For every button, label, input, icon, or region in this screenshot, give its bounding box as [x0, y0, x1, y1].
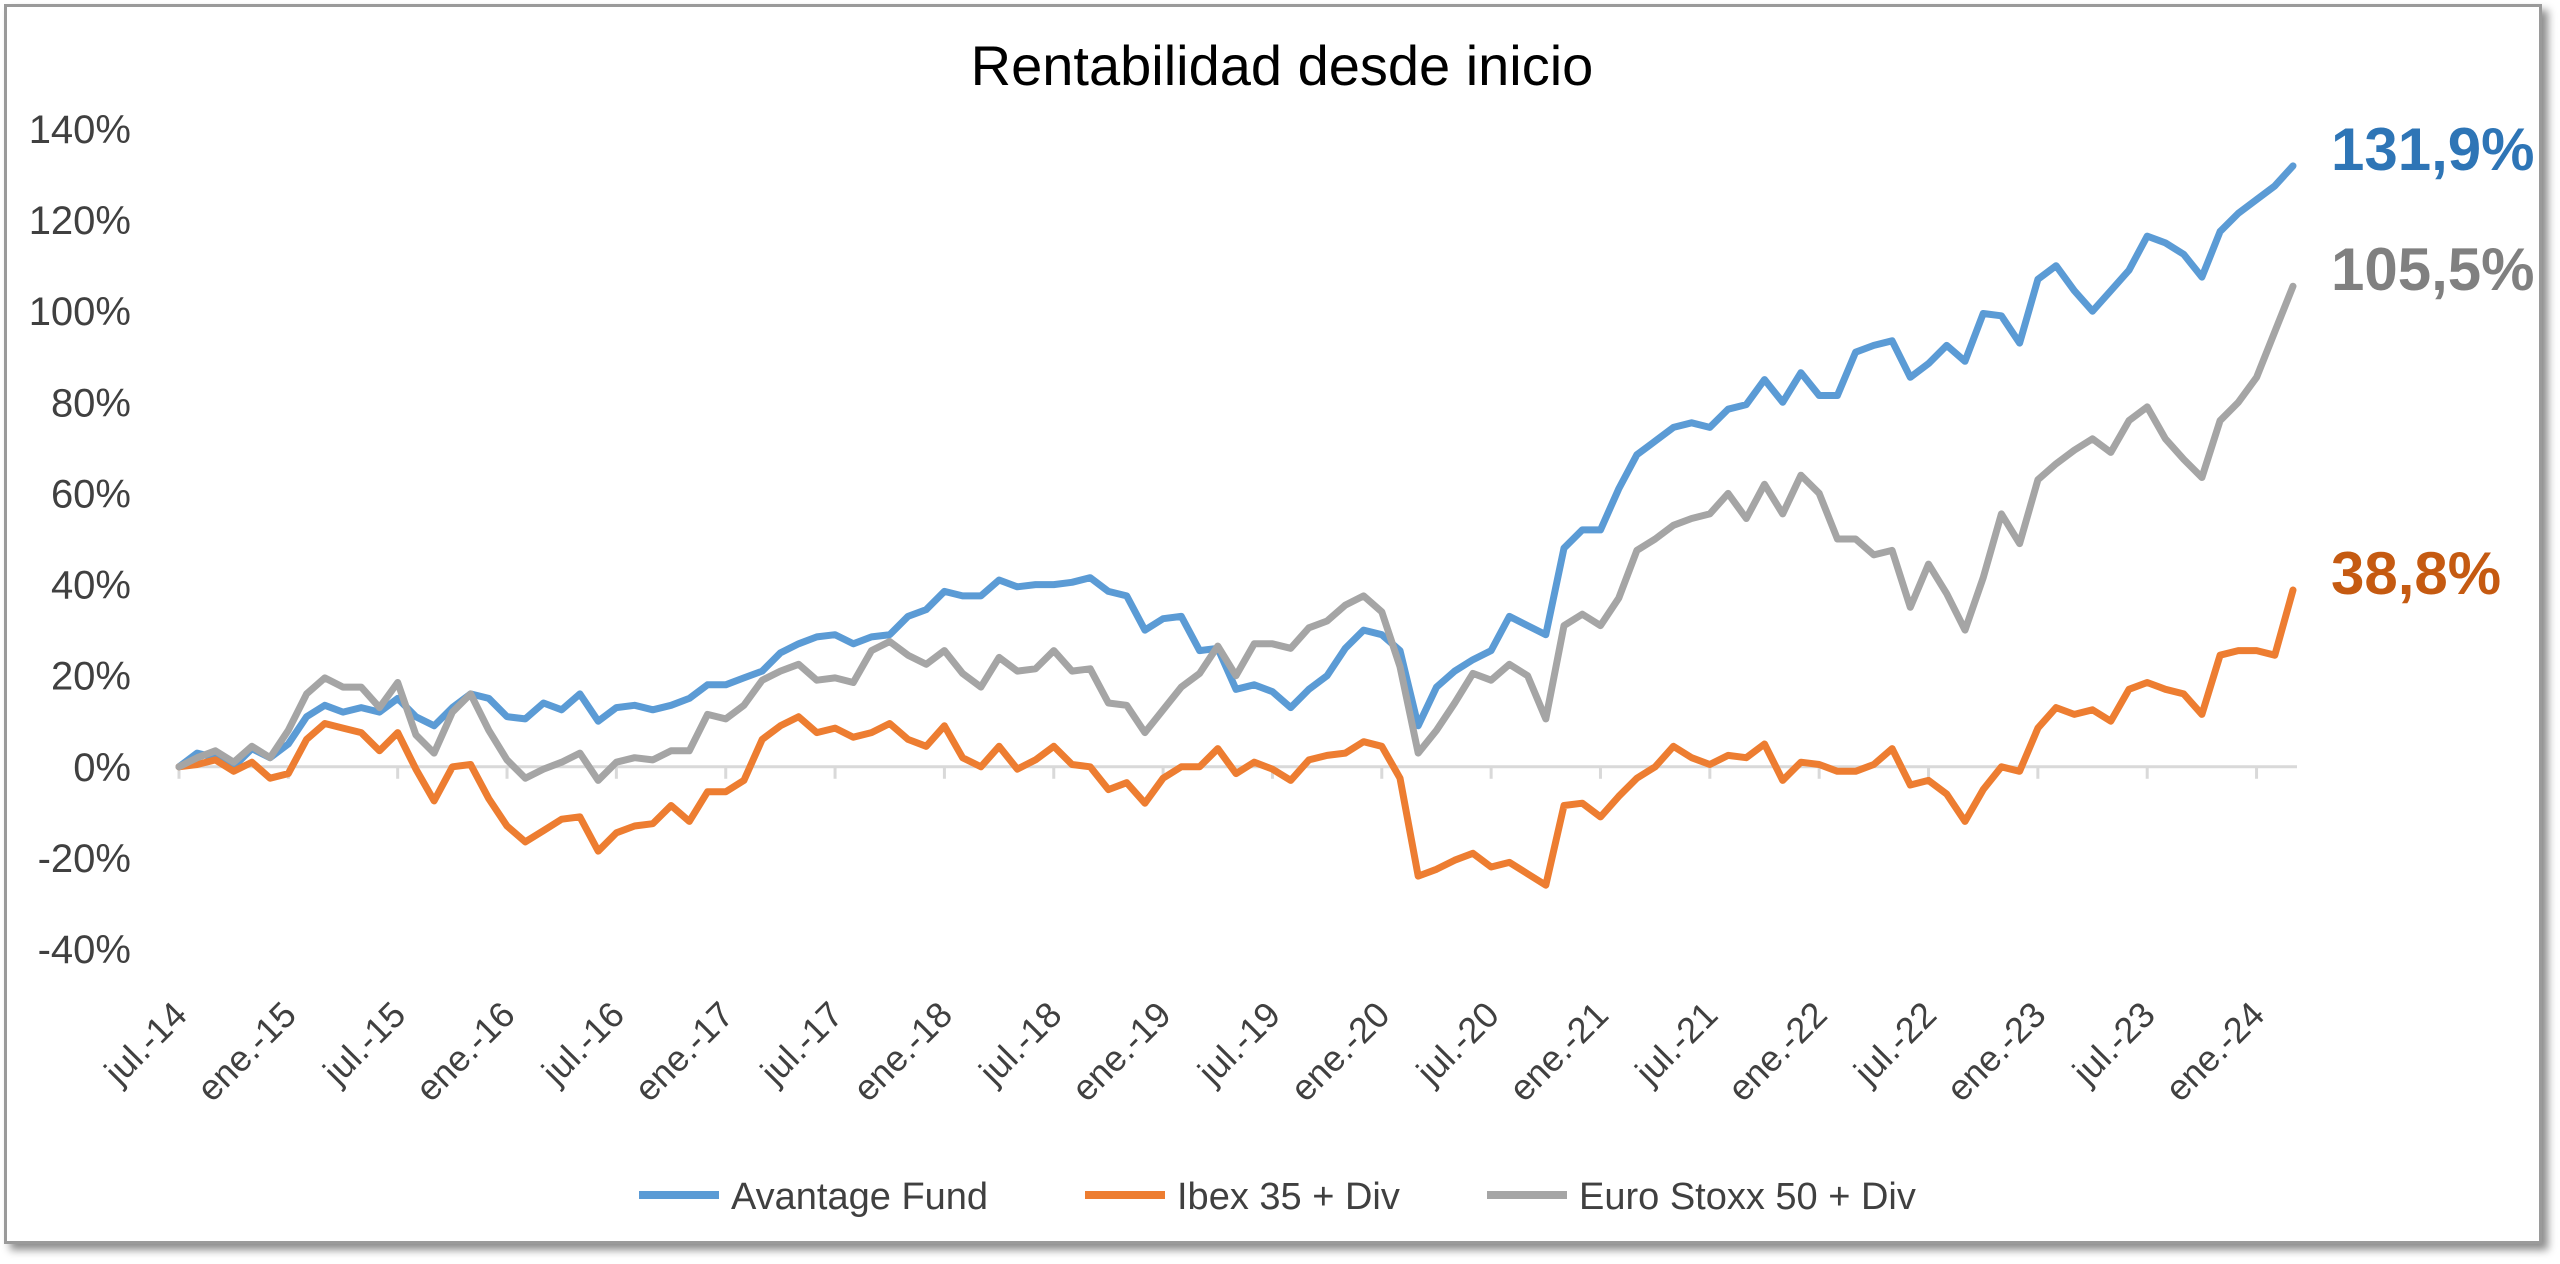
x-tick-label: ene.-16: [407, 994, 522, 1109]
x-tick-label: jul.-16: [533, 994, 632, 1093]
end-value-label: 131,9%: [2331, 116, 2535, 183]
x-tick-label: jul.-21: [1626, 994, 1725, 1093]
x-tick-label: ene.-15: [189, 994, 304, 1109]
legend-label: Euro Stoxx 50 + Div: [1579, 1176, 1916, 1218]
end-value-labels: 131,9% 38,8% 105,5%: [2331, 116, 2535, 607]
x-tick-label: ene.-24: [2157, 994, 2272, 1109]
chart-frame: Rentabilidad desde inicio 140% 120% 100% 80…: [4, 4, 2542, 1244]
y-tick-label: 140%: [29, 108, 131, 152]
x-tick-label: jul.-20: [1408, 994, 1507, 1093]
x-tick-label: jul.-15: [314, 994, 413, 1093]
x-tick-label: ene.-18: [845, 994, 960, 1109]
x-tick-label: jul.-14: [96, 994, 195, 1093]
x-tick-label: ene.-22: [1719, 994, 1834, 1109]
x-tick-label: jul.-22: [1845, 994, 1944, 1093]
y-tick-label: 100%: [29, 290, 131, 334]
series-line-euro-stoxx-50-div: [175, 282, 2297, 784]
line-chart: Rentabilidad desde inicio 140% 120% 100% 80…: [29, 34, 2535, 1218]
y-tick-label: 20%: [51, 655, 131, 699]
legend-label: Avantage Fund: [731, 1176, 988, 1218]
y-tick-label: 40%: [51, 564, 131, 608]
y-tick-label: 80%: [51, 381, 131, 425]
series-line-ibex-35-div: [175, 586, 2297, 889]
x-tick-label: jul.-23: [2064, 994, 2163, 1093]
legend-label: Ibex 35 + Div: [1177, 1176, 1400, 1218]
y-tick-label: 0%: [73, 746, 131, 790]
x-tick-label: jul.-18: [970, 994, 1069, 1093]
x-tick-label: ene.-17: [626, 994, 741, 1109]
y-tick-label: -20%: [38, 837, 131, 881]
legend: Avantage Fund Ibex 35 + Div Euro Stoxx 50 …: [639, 1176, 1916, 1218]
x-tick-label: ene.-23: [1938, 994, 2053, 1109]
end-value-label: 105,5%: [2331, 236, 2535, 303]
y-tick-label: -40%: [38, 928, 131, 972]
x-tick-label: ene.-21: [1501, 994, 1616, 1109]
plot-area: [175, 162, 2297, 889]
x-tick-label: ene.-20: [1282, 994, 1397, 1109]
y-tick-label: 60%: [51, 472, 131, 516]
chart-title: Rentabilidad desde inicio: [971, 34, 1594, 97]
x-tick-label: jul.-17: [752, 994, 851, 1093]
series-line-avantage-fund: [175, 162, 2297, 771]
y-tick-label: 120%: [29, 199, 131, 243]
end-value-label: 38,8%: [2331, 540, 2501, 607]
x-tick-label: ene.-19: [1063, 994, 1178, 1109]
y-axis: 140% 120% 100% 80% 60% 40% 20% 0% -20% -40%: [29, 108, 131, 972]
x-tick-label: jul.-19: [1189, 994, 1288, 1093]
